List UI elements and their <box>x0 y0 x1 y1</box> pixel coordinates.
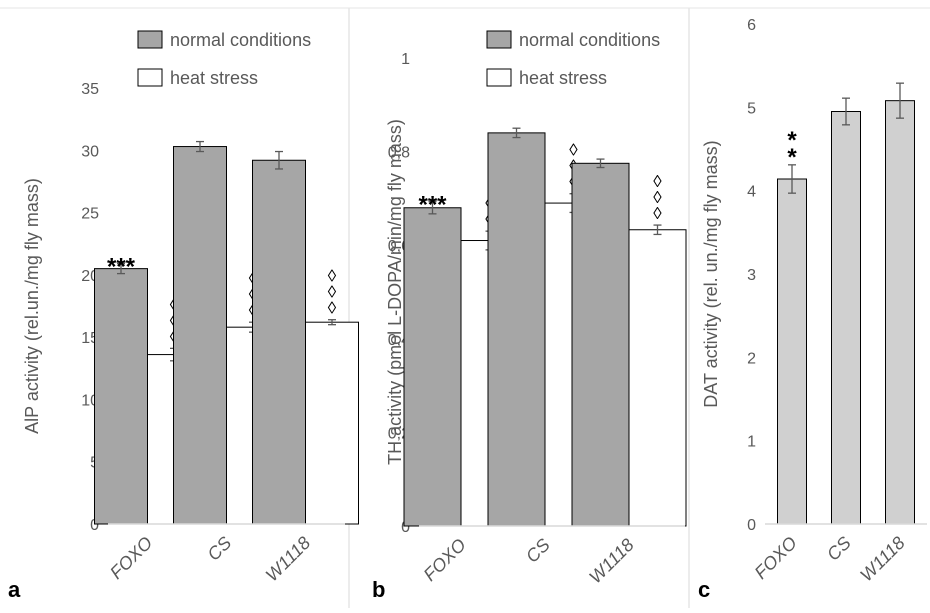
y-tick-label: 0 <box>747 517 756 534</box>
bar-normal-conditions-cs <box>487 132 546 527</box>
significance-marker: * * <box>787 127 797 171</box>
diamond-marker: ◊◊◊ <box>328 267 337 318</box>
legend-swatch <box>486 30 512 49</box>
bar-normal-conditions-foxo <box>94 268 148 525</box>
panel-letter: a <box>8 577 21 602</box>
x-tick-label: FOXO <box>420 535 470 585</box>
x-tick-label: CS <box>203 533 235 565</box>
bar-normal-conditions-cs <box>173 146 227 525</box>
x-tick-label: W1118 <box>585 535 638 588</box>
legend-swatch <box>137 30 163 49</box>
x-tick-label: FOXO <box>751 533 801 583</box>
bar-heat-stress-w1118 <box>305 321 359 525</box>
bar-normal-conditions-w1118 <box>252 159 306 525</box>
x-tick-label: CS <box>522 535 554 567</box>
y-tick-label: 35 <box>81 81 99 98</box>
panel-letter: b <box>372 577 385 602</box>
bar-activity-cs <box>831 111 861 525</box>
x-tick-label: W1118 <box>262 533 315 586</box>
legend-label: normal conditions <box>519 30 660 50</box>
panel-letter: c <box>698 577 710 602</box>
y-tick-label: 30 <box>81 143 99 160</box>
bar-activity-foxo <box>777 178 807 525</box>
y-tick-label: 0 <box>90 517 99 534</box>
legend-label: normal conditions <box>170 30 311 50</box>
y-tick-label: 6 <box>747 17 756 34</box>
bar-normal-conditions-foxo <box>403 207 462 527</box>
y-tick-label: 4 <box>747 184 756 201</box>
significance-marker: *** <box>418 192 447 219</box>
y-tick-label: 0 <box>401 519 410 536</box>
y-tick-label: 1 <box>401 51 410 68</box>
bar-activity-w1118 <box>885 100 915 525</box>
x-tick-label: FOXO <box>106 533 156 583</box>
y-axis-label: TH activity (pmol L-DOPA/min/mg fly mass… <box>385 119 405 465</box>
legend-swatch <box>137 68 163 87</box>
significance-marker: *** <box>107 254 136 281</box>
bar-heat-stress-w1118 <box>628 229 687 527</box>
legend-label: heat stress <box>170 68 258 88</box>
y-tick-label: 2 <box>747 350 756 367</box>
panel-c: 0 1 2 3 4 5 6 DAT activity (rel. un./mg fly mas… <box>698 17 927 602</box>
legend-swatch <box>486 68 512 87</box>
x-tick-label: CS <box>823 533 855 565</box>
panel-a: 05101520253035AlP activity (rel.un./mg f… <box>8 30 359 602</box>
y-axis-label: DAT activity (rel. un./mg fly mass) <box>701 140 721 407</box>
y-tick-label: 0,8 <box>388 145 410 162</box>
diamond-marker: ◊◊◊ <box>653 172 662 223</box>
y-axis-label: AlP activity (rel.un./mg fly mass) <box>22 178 42 434</box>
y-tick-label: 5 <box>747 100 756 117</box>
legend-label: heat stress <box>519 68 607 88</box>
y-tick-label: 1 <box>747 434 756 451</box>
x-tick-label: W1118 <box>856 533 909 586</box>
y-tick-label: 25 <box>81 206 99 223</box>
bar-normal-conditions-w1118 <box>571 162 630 527</box>
y-tick-label: 3 <box>747 267 756 284</box>
